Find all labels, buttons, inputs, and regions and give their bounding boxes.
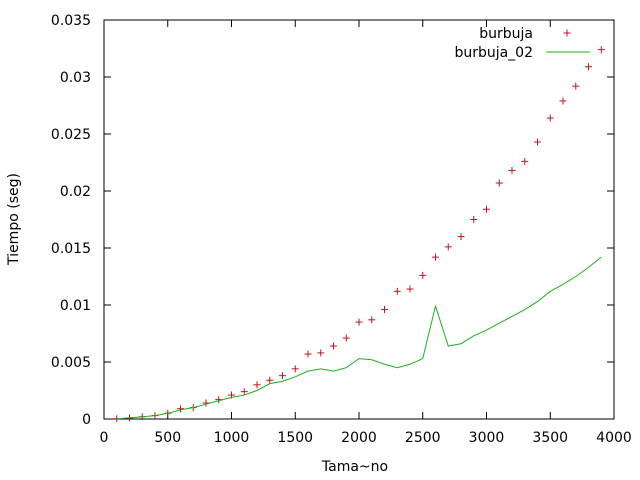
data-point-burbuja [368,316,376,324]
data-point-burbuja [457,233,465,241]
x-tick-label: 3500 [532,430,568,446]
x-tick-label: 1000 [214,430,250,446]
series-burbuja [113,46,605,423]
series-burbuja_02 [116,256,602,420]
data-point-burbuja [419,271,427,279]
data-point-burbuja [317,349,325,357]
data-point-burbuja [240,388,248,396]
x-tick-label: 2500 [405,430,441,446]
y-tick-label: 0.005 [51,355,91,371]
data-point-burbuja [355,318,363,326]
data-point-burbuja [266,376,274,384]
data-point-burbuja [585,63,592,71]
x-axis: 0 500 1000 1500 2000 2500 3000 3500 4000 [100,20,632,446]
data-point-burbuja [253,381,261,389]
data-point-burbuja [406,285,414,293]
x-axis-label: Tama~no [321,459,388,475]
data-point-burbuja [393,287,401,295]
y-tick-label: 0 [82,412,91,428]
data-point-burbuja [559,97,567,105]
series-line-burbuja_02 [116,256,602,420]
data-point-burbuja [470,216,478,223]
data-point-burbuja [177,405,184,413]
data-point-burbuja [521,157,529,165]
legend-label-burbuja: burbuja [479,26,533,42]
x-tick-label: 0 [100,430,109,446]
x-tick-label: 3000 [469,430,505,446]
data-point-burbuja [597,46,605,54]
data-point-burbuja [508,166,516,174]
data-point-burbuja [444,243,452,251]
data-point-burbuja [495,179,503,187]
data-point-burbuja [572,82,580,90]
x-tick-label: 1500 [277,430,313,446]
series-layer [113,46,605,423]
x-tick-label: 500 [154,430,181,446]
data-point-burbuja [483,205,490,213]
legend: burbuja burbuja_02 [454,26,590,61]
data-point-burbuja [381,306,388,314]
data-point-burbuja [279,372,286,380]
data-point-burbuja [342,334,350,342]
data-point-burbuja [432,253,439,261]
data-point-burbuja [291,365,299,373]
y-axis-label: Tiempo (seg) [6,173,22,266]
data-point-burbuja [534,138,541,146]
x-tick-label: 2000 [341,430,377,446]
legend-label-burbuja_02: burbuja_02 [454,45,533,61]
y-tick-label: 0.035 [51,13,91,29]
y-axis: 0 0.005 0.01 0.015 0.02 0.025 0.03 0.035 [51,13,614,428]
data-point-burbuja [330,342,337,350]
y-tick-label: 0.015 [51,241,91,257]
y-tick-label: 0.025 [51,127,91,143]
data-point-burbuja [546,114,554,122]
y-tick-label: 0.03 [60,70,91,86]
data-point-burbuja [304,350,312,358]
y-tick-label: 0.02 [60,184,91,200]
x-tick-label: 4000 [596,430,632,446]
y-tick-label: 0.01 [60,298,91,314]
legend-marker-burbuja [563,29,571,37]
